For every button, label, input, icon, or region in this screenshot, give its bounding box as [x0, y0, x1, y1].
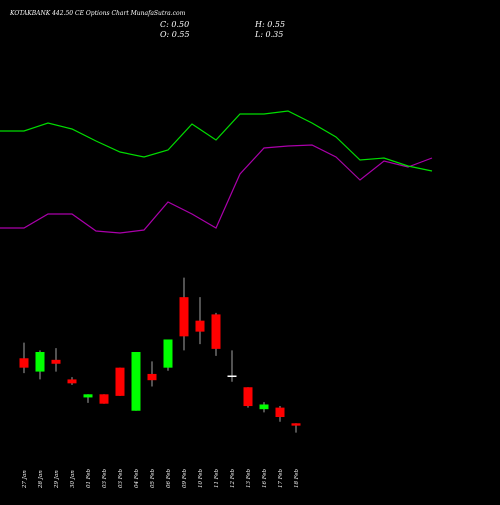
- chart-title: KOTAKBANK 442.50 CE Options Chart Munafa…: [10, 10, 186, 17]
- x-tick-label: 17 Feb: [278, 468, 284, 488]
- candle-body: [227, 375, 237, 377]
- high-value: H: 0.55: [255, 20, 286, 29]
- ohlc-readout: C: 0.50 H: 0.55 O: 0.55 L: 0.35: [160, 20, 350, 40]
- open-value: O: 0.55: [160, 30, 190, 39]
- candle-body: [147, 373, 157, 381]
- close-value: C: 0.50: [160, 20, 190, 29]
- candle-body: [115, 367, 125, 396]
- candle-body: [19, 358, 29, 368]
- x-tick-label: 01 Feb: [86, 468, 92, 488]
- candle-body: [291, 423, 301, 426]
- candle-body: [83, 394, 93, 398]
- candle-body: [259, 404, 269, 410]
- x-tick-label: 18 Feb: [294, 468, 300, 488]
- candle-body: [243, 387, 253, 407]
- x-tick-label: 27 Jan: [22, 470, 28, 489]
- candle-body: [67, 379, 77, 384]
- candle-body: [131, 352, 141, 411]
- candle-body: [275, 407, 285, 418]
- x-tick-label: 03 Feb: [102, 468, 108, 488]
- x-tick-label: 09 Feb: [182, 468, 188, 488]
- x-tick-label: 12 Feb: [230, 468, 236, 488]
- x-tick-label: 05 Feb: [150, 468, 156, 488]
- candle-body: [211, 314, 221, 349]
- low-value: L: 0.35: [255, 30, 284, 39]
- x-tick-label: 30 Jan: [70, 470, 76, 488]
- x-tick-label: 28 Jan: [38, 470, 44, 489]
- candle-body: [51, 359, 61, 364]
- x-tick-label: 11 Feb: [214, 468, 220, 488]
- purple-line-series: [0, 144, 433, 234]
- candle-body: [195, 320, 205, 332]
- green-line-series: [0, 110, 433, 172]
- x-tick-label: 16 Feb: [262, 468, 268, 488]
- x-tick-label: 06 Feb: [166, 468, 172, 488]
- candle-body: [179, 297, 189, 337]
- candle-body: [163, 339, 173, 368]
- x-tick-label: 13 Feb: [246, 468, 252, 488]
- candle-body: [99, 394, 109, 404]
- x-tick-label: 10 Feb: [198, 468, 204, 488]
- candle-body: [35, 352, 45, 372]
- x-tick-label: 29 Jan: [54, 470, 60, 489]
- x-tick-label: 04 Feb: [134, 468, 140, 488]
- x-tick-label: 03 Feb: [118, 468, 124, 488]
